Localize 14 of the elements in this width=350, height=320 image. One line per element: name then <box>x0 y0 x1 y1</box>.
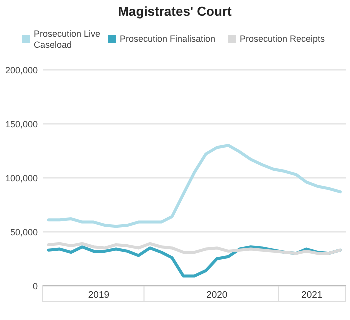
line-series <box>47 242 342 256</box>
y-tick-label: 0 <box>32 282 38 292</box>
legend-label: Prosecution Live Caseload <box>34 29 101 50</box>
y-tick-label: 150,000 <box>5 120 38 130</box>
legend-label: Prosecution Receipts <box>240 34 326 44</box>
x-tick-label: 2021 <box>302 290 323 301</box>
y-tick-label: 50,000 <box>10 228 38 238</box>
y-tick-label: 100,000 <box>5 174 38 184</box>
x-tick-label: 2020 <box>206 290 228 301</box>
line-series <box>47 144 342 228</box>
y-tick-label: 200,000 <box>5 66 38 76</box>
x-tick-label: 2019 <box>88 290 110 301</box>
legend-label: Prosecution Finalisation <box>120 34 216 44</box>
chart-title: Magistrates' Court <box>118 4 232 19</box>
